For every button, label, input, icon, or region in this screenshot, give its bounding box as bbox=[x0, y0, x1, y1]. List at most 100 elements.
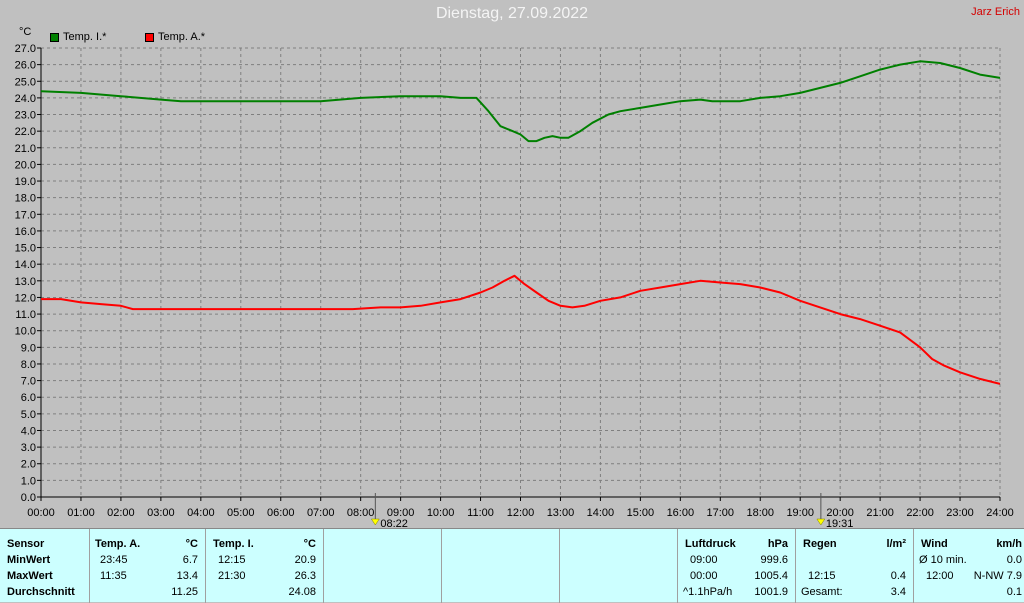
sun-marker-label: 19:31 bbox=[826, 518, 854, 528]
rain-unit: l/m² bbox=[886, 538, 906, 550]
temp-i-max: 26.3 bbox=[294, 570, 316, 582]
pressure-header: Luftdruck bbox=[685, 538, 736, 550]
y-tick-label: 11.0 bbox=[15, 309, 36, 321]
x-tick-label: 24:00 bbox=[986, 507, 1014, 519]
temp-a-avg: 11.25 bbox=[171, 586, 198, 598]
y-tick-label: 7.0 bbox=[21, 376, 36, 388]
x-tick-label: 12:00 bbox=[507, 507, 535, 519]
sun-marker-label: 08:22 bbox=[380, 518, 408, 528]
pressure-max: 1005.4 bbox=[754, 570, 788, 582]
pressure-current: 1001.9 bbox=[754, 586, 788, 598]
temp-a-min: 6.7 bbox=[182, 554, 198, 566]
rain-header: Regen bbox=[803, 538, 837, 550]
temp-a-max: 13.4 bbox=[176, 570, 198, 582]
y-tick-label: 0.0 bbox=[21, 492, 36, 504]
chart-grid bbox=[37, 47, 1001, 501]
y-tick-label: 23.0 bbox=[15, 110, 36, 122]
y-axis-unit: °C bbox=[19, 26, 32, 38]
rain-total: 3.4 bbox=[890, 586, 906, 598]
legend-item-temp-i: Temp. I.* bbox=[50, 31, 106, 43]
wind-unit: km/h bbox=[996, 538, 1022, 550]
pressure-min-time: 09:00 bbox=[690, 554, 718, 566]
x-tick-label: 13:00 bbox=[547, 507, 575, 519]
series-line-0 bbox=[40, 60, 1001, 143]
y-tick-label: 17.0 bbox=[15, 209, 36, 221]
pressure-unit: hPa bbox=[767, 538, 788, 550]
wind-current: 0.1 bbox=[1006, 586, 1022, 598]
row-label-avg: Durchschnitt bbox=[7, 586, 75, 598]
temp-i-column: Temp. I. °C 12:15 20.9 21:30 26.3 24.08 bbox=[206, 529, 324, 603]
x-tick-label: 09:00 bbox=[387, 507, 415, 519]
temp-a-unit: °C bbox=[185, 538, 198, 550]
temp-a-header: Temp. A. bbox=[95, 538, 141, 550]
sensor-header: Sensor bbox=[7, 538, 45, 550]
sunrise-icon bbox=[370, 518, 380, 526]
x-tick-label: 14:00 bbox=[587, 507, 615, 519]
wind-header: Wind bbox=[921, 538, 948, 550]
x-tick-label: 02:00 bbox=[107, 507, 135, 519]
temp-i-unit: °C bbox=[303, 538, 316, 550]
y-tick-label: 26.0 bbox=[15, 60, 36, 72]
rain-column: Regen l/m² 12:15 0.4 Gesamt: 3.4 bbox=[796, 529, 914, 603]
rain-total-label: Gesamt: bbox=[801, 586, 843, 598]
rain-max-time: 12:15 bbox=[808, 570, 836, 582]
series-line-1 bbox=[41, 274, 1001, 385]
chart-series bbox=[40, 60, 1001, 385]
x-tick-label: 10:00 bbox=[427, 507, 455, 519]
wind-avg-label: Ø 10 min. bbox=[919, 554, 967, 566]
temp-i-min-time: 12:15 bbox=[218, 554, 246, 566]
wind-column: Wind km/h Ø 10 min. 0.0 12:00 N-NW 7.9 0… bbox=[914, 529, 1024, 603]
y-tick-label: 9.0 bbox=[21, 342, 36, 354]
x-tick-label: 22:00 bbox=[906, 507, 934, 519]
x-tick-label: 04:00 bbox=[187, 507, 215, 519]
temp-a-max-time: 11:35 bbox=[100, 570, 127, 582]
row-label-min: MinWert bbox=[7, 554, 51, 566]
sunset-icon bbox=[816, 518, 826, 526]
temp-a-column: Temp. A. °C 23:45 6.7 11:35 13.4 11.25 bbox=[90, 529, 206, 603]
empty-column-2 bbox=[442, 529, 560, 603]
temperature-chart: 0.0 1.0 2.0 3.0 4.0 5.0 6.0 7.0 8.0 9.0 10.0 11.0 12… bbox=[14, 43, 1014, 528]
y-tick-label: 14.0 bbox=[15, 259, 36, 271]
sensor-column: Sensor MinWert MaxWert Durchschnitt bbox=[0, 529, 90, 603]
x-tick-label: 03:00 bbox=[147, 507, 175, 519]
temp-i-header: Temp. I. bbox=[213, 538, 254, 550]
x-tick-label: 23:00 bbox=[946, 507, 974, 519]
y-tick-label: 24.0 bbox=[15, 93, 36, 105]
x-tick-label: 21:00 bbox=[866, 507, 894, 519]
y-tick-label: 27.0 bbox=[15, 43, 36, 55]
y-tick-label: 25.0 bbox=[15, 76, 36, 88]
y-tick-label: 10.0 bbox=[15, 326, 36, 338]
x-tick-label: 17:00 bbox=[707, 507, 735, 519]
statistics-table: Sensor MinWert MaxWert Durchschnitt Temp… bbox=[0, 528, 1024, 603]
temp-a-min-time: 23:45 bbox=[100, 554, 128, 566]
y-tick-label: 2.0 bbox=[21, 459, 36, 471]
y-tick-label: 16.0 bbox=[15, 226, 36, 238]
y-tick-label: 8.0 bbox=[21, 359, 36, 371]
temp-i-avg: 24.08 bbox=[288, 586, 316, 598]
x-tick-label: 08:00 bbox=[347, 507, 375, 519]
y-tick-label: 18.0 bbox=[15, 193, 36, 205]
empty-column-1 bbox=[324, 529, 442, 603]
x-tick-label: 11:00 bbox=[467, 507, 494, 519]
wind-avg: 0.0 bbox=[1006, 554, 1022, 566]
row-label-max: MaxWert bbox=[7, 570, 53, 582]
temp-i-max-time: 21:30 bbox=[218, 570, 246, 582]
legend-label-temp-a: Temp. A.* bbox=[158, 31, 206, 43]
wind-max-time: 12:00 bbox=[926, 570, 954, 582]
legend-label-temp-i: Temp. I.* bbox=[63, 31, 107, 43]
x-tick-label: 07:00 bbox=[307, 507, 335, 519]
y-tick-label: 5.0 bbox=[21, 409, 36, 421]
chart-title: Dienstag, 27.09.2022 bbox=[435, 5, 589, 22]
y-tick-labels: 0.0 1.0 2.0 3.0 4.0 5.0 6.0 7.0 8.0 9.0 10.0 11.0 12… bbox=[15, 43, 36, 504]
y-tick-label: 1.0 bbox=[21, 475, 36, 487]
x-tick-label: 16:00 bbox=[667, 507, 695, 519]
y-tick-label: 20.0 bbox=[15, 159, 36, 171]
pressure-min: 999.6 bbox=[760, 554, 788, 566]
x-tick-label: 00:00 bbox=[27, 507, 55, 519]
pressure-column: Luftdruck hPa 09:00 999.6 00:00 1005.4 ^… bbox=[678, 529, 796, 603]
x-tick-labels: 00:00 01:00 02:00 03:00 04:00 05:00 06:00 07:00… bbox=[27, 507, 1014, 519]
y-tick-label: 12.0 bbox=[15, 292, 36, 304]
x-tick-label: 20:00 bbox=[826, 507, 854, 519]
x-tick-label: 01:00 bbox=[67, 507, 95, 519]
x-tick-label: 18:00 bbox=[746, 507, 774, 519]
